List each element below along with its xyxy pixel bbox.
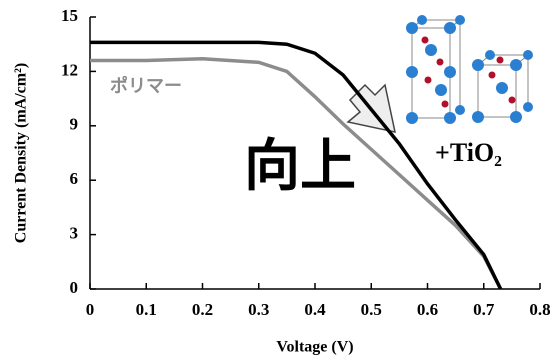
y-tick-label: 3 (70, 224, 79, 243)
x-tick-label: 0.2 (192, 300, 213, 319)
x-tick-label: 0.6 (417, 300, 438, 319)
x-tick-label: 0.5 (361, 300, 382, 319)
x-tick-label: 0.7 (473, 300, 495, 319)
y-tick-label: 15 (61, 6, 78, 25)
crystal-structure (406, 15, 533, 124)
chart: Voltage (V) Current Density (mA/cm²) 向上 … (0, 0, 557, 361)
annotation: 向上 (244, 134, 356, 199)
y-tick-label: 0 (70, 278, 79, 297)
x-tick-label: 0.8 (529, 300, 550, 319)
x-tick-label: 0.4 (304, 300, 326, 319)
series-label: +TiO₂ (435, 138, 502, 167)
x-tick-label: 0.1 (136, 300, 157, 319)
series-label: ポリマー (110, 75, 182, 97)
x-tick-label: 0 (86, 300, 95, 319)
y-tick-label: 6 (70, 169, 79, 188)
y-tick-label: 9 (70, 115, 79, 134)
x-axis-label: Voltage (V) (276, 339, 353, 356)
y-tick-label: 12 (61, 60, 78, 79)
y-axis-label: Current Density (mA/cm²) (13, 63, 30, 243)
x-tick-label: 0.3 (248, 300, 269, 319)
